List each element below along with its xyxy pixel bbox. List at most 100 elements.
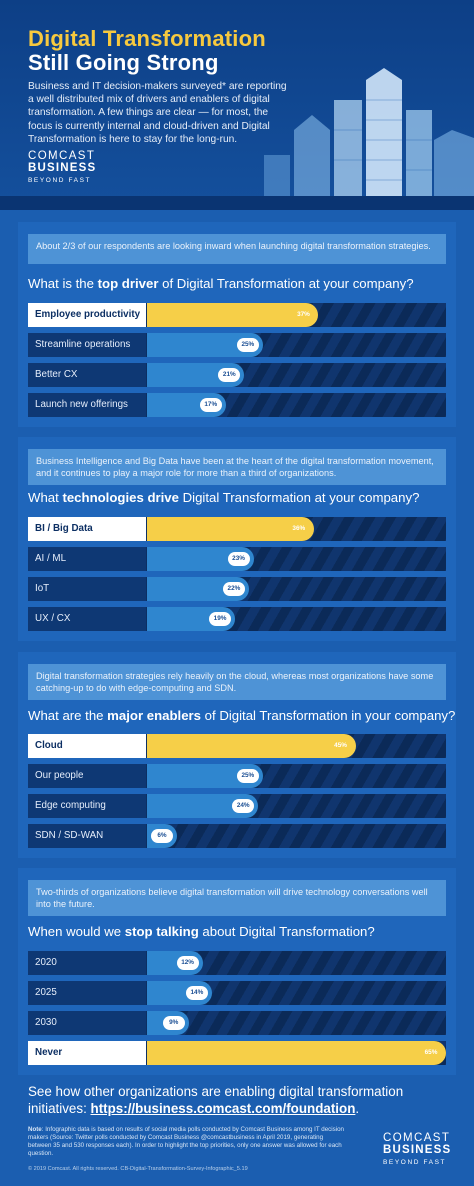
section-question: When would we stop talking about Digital… xyxy=(28,924,458,939)
bar-category-label: Our people xyxy=(28,764,146,788)
logo-tagline: BEYOND FAST xyxy=(28,177,92,184)
bar-track: 25% xyxy=(147,764,446,788)
footnote: Note: Infographic data is based on resul… xyxy=(28,1126,348,1158)
bar-category-label: AI / ML xyxy=(28,547,146,571)
bar-track: 25% xyxy=(147,333,446,357)
cta-period: . xyxy=(355,1101,360,1116)
section-question: What is the top driver of Digital Transf… xyxy=(28,276,458,291)
footnote-label: Note xyxy=(28,1126,42,1133)
bar-mark xyxy=(147,734,356,758)
bar-value-label: 36% xyxy=(287,522,310,536)
section-note: Business Intelligence and Big Data have … xyxy=(28,449,446,485)
bar-track: 6% xyxy=(147,824,446,848)
footer-logo-line-1: COMCAST xyxy=(383,1132,451,1144)
bar-value-label: 17% xyxy=(199,398,222,412)
bar-category-label: Employee productivity xyxy=(28,303,146,327)
bar-category-label: 2025 xyxy=(28,981,146,1005)
bar-mark xyxy=(147,1041,446,1065)
bar-mark xyxy=(147,517,314,541)
bar-value-label: 21% xyxy=(218,368,241,382)
bar-track: 14% xyxy=(147,981,446,1005)
bar-row: Our people 25% xyxy=(28,764,446,788)
bar-value-label: 6% xyxy=(151,829,173,843)
bar-row: Better CX 21% xyxy=(28,363,446,387)
intro-text: Business and IT decision-makers surveyed… xyxy=(28,81,287,145)
section-note: Digital transformation strategies rely h… xyxy=(28,664,446,700)
bar-row: SDN / SD-WAN 6% xyxy=(28,824,446,848)
question-text-end: of Digital Transformation at your compan… xyxy=(158,276,414,291)
bar-value-label: 45% xyxy=(329,739,352,753)
header-base xyxy=(0,196,474,210)
bar-track: 19% xyxy=(147,607,446,631)
title-line-2: Still Going Strong xyxy=(28,50,219,75)
bar-row: BI / Big Data 36% xyxy=(28,517,446,541)
bar-category-label: Edge computing xyxy=(28,794,146,818)
bar-value-label: 24% xyxy=(232,799,255,813)
section-note: Two-thirds of organizations believe digi… xyxy=(28,880,446,916)
bar-category-label: SDN / SD-WAN xyxy=(28,824,146,848)
bar-row: AI / ML 23% xyxy=(28,547,446,571)
bar-category-label: Streamline operations xyxy=(28,333,146,357)
copyright: © 2019 Comcast. All rights reserved. CB-… xyxy=(28,1166,248,1172)
header: Digital Transformation Still Going Stron… xyxy=(0,0,474,210)
bar-row: IoT 22% xyxy=(28,577,446,601)
question-text-start: What are the xyxy=(28,708,108,723)
bar-category-label: IoT xyxy=(28,577,146,601)
bar-category-label: Never xyxy=(28,1041,146,1065)
comcast-business-logo: COMCAST BUSINESS BEYOND FAST xyxy=(28,150,96,184)
section-question: What technologies drive Digital Transfor… xyxy=(28,490,458,505)
question-text-emphasis: technologies drive xyxy=(62,490,179,505)
bar-value-label: 23% xyxy=(227,552,250,566)
bar-track: 37% xyxy=(147,303,446,327)
logo-line-2: BUSINESS xyxy=(28,162,97,174)
bar-track: 23% xyxy=(147,547,446,571)
bar-track: 22% xyxy=(147,577,446,601)
bar-category-label: 2020 xyxy=(28,951,146,975)
section-question: What are the major enablers of Digital T… xyxy=(28,708,458,723)
bar-value-label: 9% xyxy=(162,1016,185,1030)
question-text-start: What xyxy=(28,490,63,505)
title-line-1: Digital Transformation xyxy=(28,26,266,51)
bar-value-label: 19% xyxy=(209,612,232,626)
bar-category-label: 2030 xyxy=(28,1011,146,1035)
cta-text: See how other organizations are enabling… xyxy=(28,1083,448,1117)
section-note: About 2/3 of our respondents are looking… xyxy=(28,234,446,264)
bar-track: 21% xyxy=(147,363,446,387)
bar-row: Edge computing 24% xyxy=(28,794,446,818)
bar-category-label: Cloud xyxy=(28,734,146,758)
question-text-end: of Digital Transformation in your compan… xyxy=(201,708,456,723)
bar-row: Launch new offerings 17% xyxy=(28,393,446,417)
bar-row: Cloud 45% xyxy=(28,734,446,758)
bar-track: 24% xyxy=(147,794,446,818)
question-text-start: When would we xyxy=(28,924,125,939)
bar-category-label: Launch new offerings xyxy=(28,393,146,417)
logo-line-1: COMCAST xyxy=(28,150,96,162)
bar-row: 2020 12% xyxy=(28,951,446,975)
foundation-link[interactable]: https://business.comcast.com/foundation xyxy=(90,1101,356,1116)
bar-track: 45% xyxy=(147,734,446,758)
comcast-business-logo-footer: COMCAST BUSINESS BEYOND FAST xyxy=(383,1132,451,1166)
cta-lead: See how other organizations are enabling… xyxy=(28,1084,404,1116)
question-text-emphasis: top driver xyxy=(97,276,159,291)
bar-value-label: 25% xyxy=(236,338,259,352)
bar-value-label: 25% xyxy=(236,769,259,783)
bar-category-label: UX / CX xyxy=(28,607,146,631)
bar-track: 65% xyxy=(147,1041,446,1065)
bar-category-label: Better CX xyxy=(28,363,146,387)
question-text-emphasis: major enablers xyxy=(107,708,201,723)
bar-value-label: 22% xyxy=(222,582,245,596)
question-text-end: Digital Transformation at your company? xyxy=(178,490,420,505)
footnote-text: : Infographic data is based on results o… xyxy=(28,1126,344,1157)
bar-row: Never 65% xyxy=(28,1041,446,1065)
bar-value-label: 14% xyxy=(185,986,208,1000)
footer-logo-tagline: BEYOND FAST xyxy=(383,1159,447,1166)
bar-row: UX / CX 19% xyxy=(28,607,446,631)
bar-value-label: 65% xyxy=(420,1046,442,1060)
bar-row: 2025 14% xyxy=(28,981,446,1005)
bar-track: 12% xyxy=(147,951,446,975)
bar-value-label: 12% xyxy=(176,956,199,970)
bar-value-label: 37% xyxy=(292,308,315,322)
question-text-end: about Digital Transformation? xyxy=(198,924,375,939)
footer-logo-line-2: BUSINESS xyxy=(383,1144,452,1156)
bar-mark xyxy=(147,303,319,327)
